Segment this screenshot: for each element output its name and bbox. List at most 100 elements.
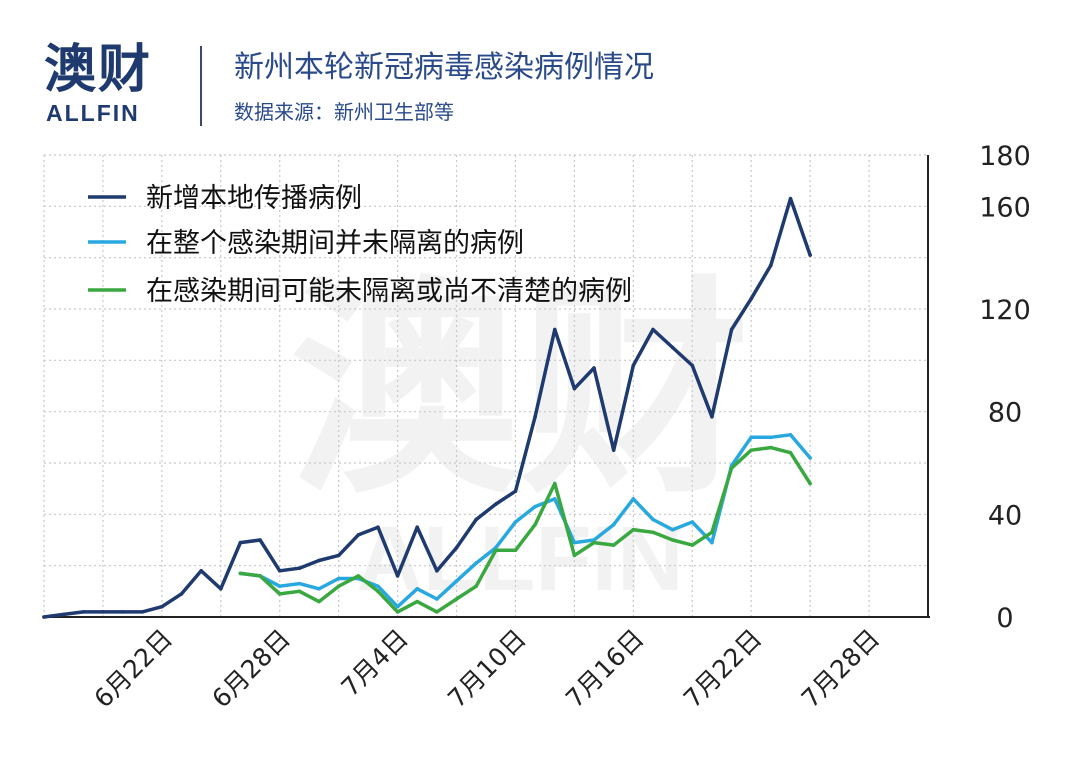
data-point <box>277 584 282 588</box>
data-point <box>533 415 537 419</box>
data-point <box>179 592 184 596</box>
data-point <box>552 327 557 332</box>
data-point <box>474 517 478 522</box>
data-point <box>474 584 478 588</box>
data-point <box>749 435 753 440</box>
data-point <box>533 504 537 509</box>
x-tick-label: 6月28日 <box>206 624 296 714</box>
series-line <box>42 196 812 619</box>
data-point <box>317 599 321 604</box>
data-point <box>42 615 46 619</box>
data-point <box>749 296 753 301</box>
data-point <box>297 589 302 594</box>
data-point <box>317 586 321 591</box>
data-point <box>572 540 577 545</box>
data-point <box>651 327 655 332</box>
data-point <box>611 543 616 547</box>
data-point <box>277 569 282 573</box>
y-tick-label: 180 <box>979 141 1031 172</box>
y-tick-label: 80 <box>988 398 1022 429</box>
data-point <box>729 327 734 332</box>
data-point <box>690 543 695 547</box>
data-point <box>395 604 400 609</box>
header-divider <box>200 46 202 126</box>
series-layer <box>42 196 812 619</box>
data-point <box>356 574 361 578</box>
chart-title: 新州本轮新冠病毒感染病例情况 <box>234 50 654 85</box>
data-point <box>219 586 223 591</box>
data-point <box>592 540 596 545</box>
data-point <box>317 558 321 563</box>
data-point <box>395 574 400 578</box>
data-point <box>435 569 439 573</box>
data-point <box>474 561 478 565</box>
data-point <box>336 584 341 588</box>
data-point <box>494 502 498 506</box>
legend-label: 在感染期间可能未隔离或尚不清楚的病例 <box>146 276 632 307</box>
data-point <box>808 456 812 460</box>
data-point <box>710 540 714 545</box>
data-point <box>160 604 164 609</box>
data-point <box>494 548 498 553</box>
data-point <box>297 581 302 586</box>
data-point <box>61 612 66 617</box>
data-point <box>513 489 518 494</box>
data-point <box>238 571 243 576</box>
data-point <box>376 584 380 588</box>
data-point <box>101 610 105 614</box>
data-point <box>670 527 675 532</box>
data-point <box>454 597 459 601</box>
data-point <box>729 466 734 470</box>
data-point <box>81 610 86 614</box>
data-point <box>690 520 695 524</box>
data-point <box>435 610 439 614</box>
data-point <box>552 481 557 486</box>
data-point <box>788 196 793 201</box>
chart-subtitle: 数据来源：新州卫生部等 <box>234 100 454 124</box>
data-point <box>415 599 420 604</box>
data-point <box>454 545 459 550</box>
series-1 <box>42 196 812 619</box>
data-point <box>808 253 812 257</box>
data-point <box>238 540 243 545</box>
data-point <box>788 450 793 455</box>
data-point <box>710 530 714 535</box>
legend-label: 新增本地传播病例 <box>146 183 362 214</box>
data-point <box>376 525 380 529</box>
y-tick-label: 160 <box>979 192 1031 223</box>
data-point <box>769 445 773 450</box>
axes <box>44 155 930 618</box>
x-tick-label: 7月10日 <box>442 624 532 714</box>
data-point <box>356 533 361 537</box>
x-tick-label: 7月22日 <box>678 624 768 714</box>
data-point <box>336 576 341 581</box>
data-point <box>435 597 439 601</box>
data-point <box>277 592 282 596</box>
data-point <box>513 548 518 553</box>
data-point <box>592 366 596 370</box>
y-tick-label: 40 <box>988 500 1022 531</box>
data-point <box>592 538 596 542</box>
data-point <box>552 497 557 501</box>
data-point <box>297 566 302 571</box>
data-point <box>631 497 636 501</box>
data-point <box>651 530 655 535</box>
data-point <box>140 610 145 614</box>
x-tick-label: 7月28日 <box>796 624 886 714</box>
data-point <box>808 481 812 486</box>
data-point <box>513 520 518 524</box>
data-point <box>258 538 262 542</box>
series-3 <box>238 445 812 614</box>
brand-logo: 澳财 ALLFIN <box>44 40 174 130</box>
data-point <box>336 553 341 558</box>
x-tick-label: 6月22日 <box>89 624 179 714</box>
data-point <box>710 415 714 419</box>
data-point <box>631 527 636 532</box>
data-point <box>454 579 459 583</box>
data-point <box>120 610 125 614</box>
y-tick-label: 0 <box>996 603 1013 634</box>
series-2 <box>238 432 812 609</box>
data-point <box>769 263 773 268</box>
data-point <box>415 586 420 591</box>
data-point <box>415 525 420 529</box>
